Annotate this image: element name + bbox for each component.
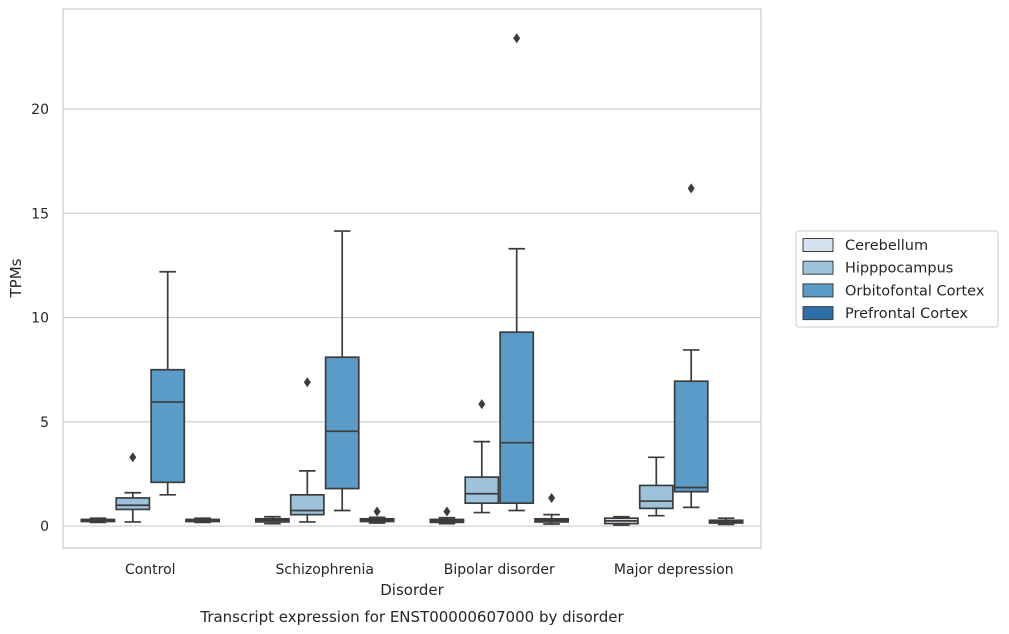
legend-label: Orbitofontal Cortex	[845, 283, 985, 299]
box-prefrontal-cortex-3	[708, 517, 744, 526]
box-hipppocampus-0	[115, 452, 151, 523]
chart-title: Transcript expression for ENST0000060700…	[199, 608, 624, 626]
box-iqr	[464, 476, 500, 505]
x-tick-label: Major depression	[614, 562, 734, 578]
outlier-marker	[303, 377, 311, 388]
box-prefrontal-cortex-0	[185, 517, 221, 524]
box-cerebellum-2	[429, 506, 465, 525]
y-tick-label: 10	[31, 311, 49, 327]
box-hipppocampus-3	[638, 456, 674, 517]
box-hipppocampus-1	[289, 377, 325, 523]
box-hipppocampus-2	[464, 399, 500, 514]
x-tick-label: Control	[125, 562, 176, 578]
outlier-marker	[129, 452, 137, 463]
legend-label: Cerebellum	[845, 238, 928, 254]
y-tick-label: 15	[31, 206, 49, 222]
boxes	[80, 33, 744, 526]
y-tick-label: 5	[40, 415, 49, 431]
outlier-marker	[373, 506, 381, 517]
box-orbitofontal-cortex-0	[150, 270, 186, 496]
x-tick-label: Schizophrenia	[276, 562, 374, 578]
legend-frame	[795, 230, 999, 328]
box-iqr	[673, 380, 709, 493]
outlier-marker	[548, 492, 556, 503]
box-cerebellum-0	[80, 517, 116, 524]
box-iqr	[150, 368, 186, 484]
box-iqr	[499, 331, 535, 505]
outlier-marker	[443, 506, 451, 517]
box-cerebellum-3	[603, 515, 639, 526]
box-orbitofontal-cortex-2	[499, 33, 535, 512]
box-prefrontal-cortex-2	[534, 492, 570, 525]
plot-area-frame	[62, 8, 762, 549]
legend-swatch	[802, 283, 834, 298]
y-tick-label: 0	[40, 519, 49, 535]
legend-swatch	[802, 260, 834, 275]
outlier-marker	[687, 183, 695, 194]
legend: Cerebellum Hipppocampus Orbitofontal Corte…	[795, 230, 999, 328]
y-axis-ticks: 0 5 10 15 20	[31, 102, 49, 535]
box-prefrontal-cortex-1	[359, 506, 395, 524]
box-cerebellum-1	[254, 515, 290, 525]
box-iqr	[115, 497, 151, 511]
legend-label: Hipppocampus	[845, 261, 953, 277]
x-tick-label: Bipolar disorder	[444, 562, 555, 578]
box-iqr	[324, 356, 360, 490]
box-orbitofontal-cortex-1	[324, 230, 360, 512]
box-iqr	[638, 484, 674, 510]
legend-swatch	[802, 238, 834, 252]
x-axis-title: Disorder	[380, 581, 444, 599]
x-axis-ticks: Control Schizophrenia Bipolar disorder Majo…	[125, 562, 734, 578]
box-orbitofontal-cortex-3	[673, 183, 709, 509]
y-axis-title: TPMs	[7, 258, 25, 298]
legend-swatch	[802, 306, 834, 321]
y-tick-label: 20	[31, 102, 49, 118]
legend-label: Prefrontal Cortex	[845, 306, 968, 322]
outlier-marker	[513, 33, 521, 44]
box-iqr	[289, 493, 325, 516]
outlier-marker	[478, 399, 486, 410]
